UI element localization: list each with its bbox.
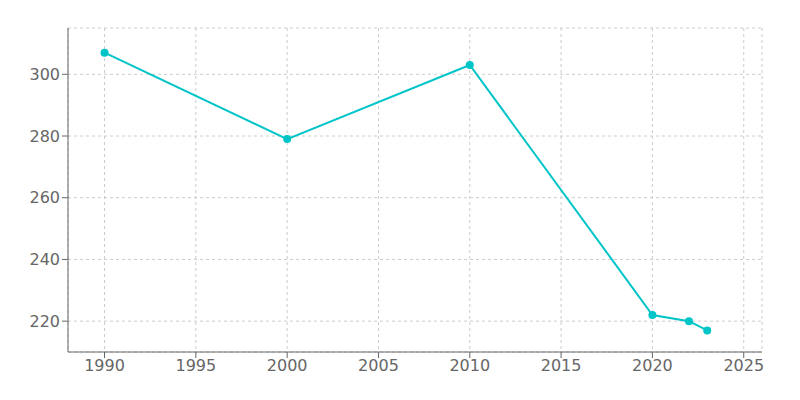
svg-text:1995: 1995 — [175, 356, 216, 375]
svg-text:1990: 1990 — [84, 356, 125, 375]
svg-text:2010: 2010 — [449, 356, 490, 375]
svg-text:300: 300 — [29, 65, 60, 84]
svg-text:260: 260 — [29, 188, 60, 207]
svg-text:2020: 2020 — [632, 356, 673, 375]
svg-text:240: 240 — [29, 250, 60, 269]
svg-text:2000: 2000 — [267, 356, 308, 375]
svg-text:220: 220 — [29, 312, 60, 331]
svg-text:2015: 2015 — [541, 356, 582, 375]
svg-text:2005: 2005 — [358, 356, 399, 375]
svg-text:2025: 2025 — [723, 356, 764, 375]
svg-text:280: 280 — [29, 127, 60, 146]
